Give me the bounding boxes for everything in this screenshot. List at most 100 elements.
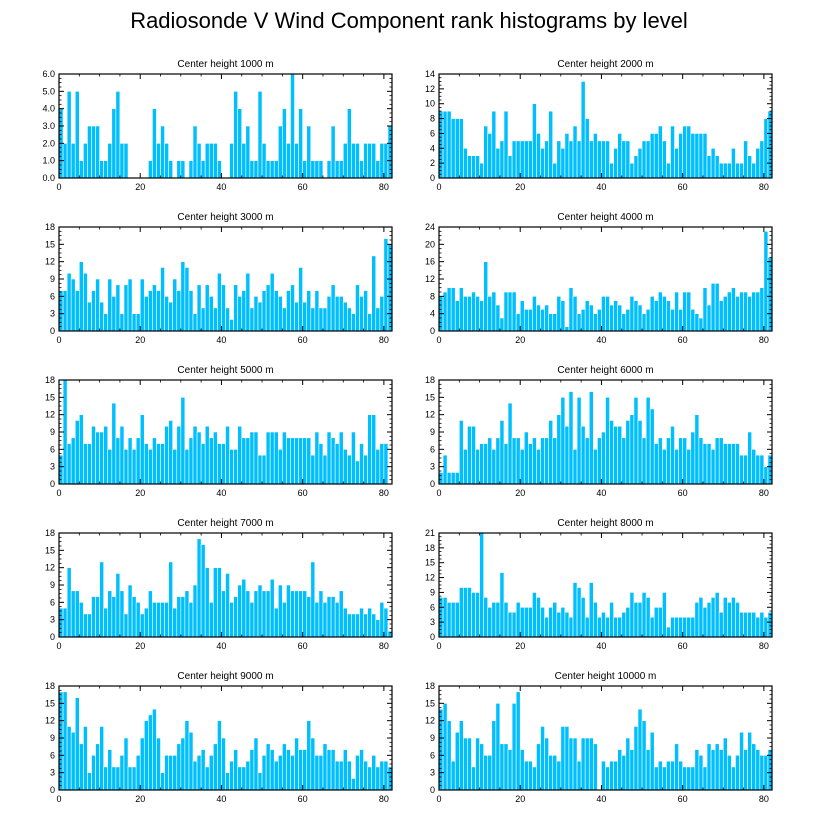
panel-7-bar bbox=[233, 596, 238, 638]
panel-9-bar bbox=[184, 720, 190, 791]
panel-9-bar bbox=[168, 755, 174, 791]
panel-10-bar bbox=[458, 720, 464, 791]
panel-5-bar bbox=[326, 431, 332, 485]
panel-1-bar bbox=[196, 143, 202, 179]
panel-5-xtick-label: 60 bbox=[298, 488, 308, 498]
panel-5-bar bbox=[119, 425, 125, 485]
panel-6-bar bbox=[438, 472, 444, 485]
panel-8-title: Center height 8000 m bbox=[557, 518, 653, 529]
panel-4-bar bbox=[690, 309, 696, 332]
panel-7-bar bbox=[213, 567, 218, 638]
panel-5-bar bbox=[221, 443, 226, 485]
panel-7-bar bbox=[180, 596, 186, 638]
panel-7-bar bbox=[156, 602, 161, 638]
panel-6-bar bbox=[454, 472, 460, 485]
panel-7-bar bbox=[249, 602, 255, 638]
panel-9-bar bbox=[196, 755, 202, 791]
panel-4-bar bbox=[678, 309, 683, 332]
panel-10-xtick-label: 20 bbox=[515, 794, 525, 804]
panel-1-bar bbox=[338, 160, 344, 179]
panel-4-bar bbox=[727, 291, 732, 332]
panel-8-bar bbox=[458, 587, 464, 638]
panel-10-ytick-label: 12 bbox=[425, 716, 435, 726]
panel-3-bar bbox=[375, 307, 381, 332]
panel-4-bar bbox=[735, 296, 740, 332]
panel-3-bar bbox=[359, 296, 364, 332]
panel-1-bar bbox=[302, 160, 308, 179]
panel-3-bar bbox=[322, 307, 328, 332]
panel-8-ytick-label: 21 bbox=[425, 528, 435, 538]
panel-8-bar bbox=[548, 606, 554, 638]
panel-4-bar bbox=[613, 300, 618, 332]
panel-7-bar bbox=[277, 584, 283, 638]
panel-1-bar bbox=[290, 73, 295, 179]
panel-8-ytick-label: 6 bbox=[430, 602, 435, 612]
panel-9-bar bbox=[342, 749, 348, 791]
panel-2-bar bbox=[727, 162, 732, 179]
panel-7-bar bbox=[87, 613, 92, 638]
panel-9-bar bbox=[330, 749, 336, 791]
panel-9-bar bbox=[359, 749, 364, 791]
panel-7-bar bbox=[363, 613, 368, 638]
panel-10-bar bbox=[438, 708, 444, 791]
panel-2-bar bbox=[528, 140, 533, 179]
panel-5-ytick-label: 12 bbox=[45, 410, 55, 420]
panel-1-bar bbox=[286, 143, 291, 179]
panel-6-bar bbox=[479, 443, 484, 485]
panel-10-bar bbox=[605, 766, 610, 791]
panel-10-bar bbox=[678, 760, 683, 791]
panel-2-bar bbox=[657, 125, 663, 179]
panel-9-bar bbox=[306, 720, 312, 791]
panel-6-bar bbox=[666, 437, 671, 485]
panel-8-ytick-label: 18 bbox=[425, 543, 435, 553]
panel-8-bar bbox=[690, 616, 696, 638]
panel-2-ytick-label: 10 bbox=[425, 99, 435, 109]
panel-7-bar bbox=[379, 602, 385, 638]
panel-5-bar bbox=[273, 431, 279, 485]
panel-3-bar bbox=[79, 261, 84, 332]
panel-7-bar bbox=[294, 590, 299, 638]
panel-7-bar bbox=[269, 578, 275, 638]
panel-6-bar bbox=[641, 437, 647, 485]
panel-2-bar bbox=[718, 162, 724, 179]
panel-9-bar bbox=[261, 755, 267, 791]
panel-2-ytick-label: 2 bbox=[430, 158, 435, 168]
panel-4-bar bbox=[747, 296, 752, 332]
panel-8-ytick-label: 3 bbox=[430, 617, 435, 627]
panel-10-bar bbox=[698, 755, 704, 791]
panel-3-bar bbox=[99, 301, 104, 332]
panel-3-bar bbox=[269, 272, 275, 332]
panel-5-bar bbox=[172, 449, 178, 485]
panel-3-bar bbox=[87, 301, 92, 332]
panel-2-bar bbox=[597, 140, 602, 179]
panel-10-bar bbox=[747, 731, 752, 791]
panel-6-bar bbox=[523, 431, 529, 485]
panel-10-bar bbox=[580, 737, 586, 791]
panel-10-bar bbox=[503, 743, 509, 791]
panel-2-bar bbox=[621, 140, 627, 179]
panel-1-bar bbox=[359, 160, 364, 179]
panel-6-bar bbox=[548, 420, 554, 485]
panel-9-bar bbox=[148, 714, 153, 791]
panel-10-bar bbox=[735, 755, 740, 791]
panel-8-bar bbox=[467, 587, 472, 638]
panel-2-xtick-label: 40 bbox=[596, 182, 606, 192]
panel-3-ytick-label: 6 bbox=[50, 291, 55, 301]
panel-1-bar bbox=[298, 108, 303, 179]
panel-3-bar bbox=[135, 313, 141, 332]
panel-8-ytick-label: 12 bbox=[425, 573, 435, 583]
panel-5-bar bbox=[200, 443, 206, 485]
panel-10-title: Center height 10000 m bbox=[555, 671, 657, 682]
panel-6-bar bbox=[706, 443, 712, 485]
panel-8-bar bbox=[621, 611, 627, 638]
panel-4-bar bbox=[763, 231, 769, 332]
panel-9-bar bbox=[70, 731, 76, 791]
panel-2-bar bbox=[706, 155, 712, 179]
panel-7-bar bbox=[306, 596, 312, 638]
panel-4-ytick-label: 16 bbox=[425, 257, 435, 267]
panel-4-xtick-label: 40 bbox=[596, 335, 606, 345]
panel-10-bar bbox=[483, 755, 489, 791]
panel-4-bar bbox=[528, 309, 533, 332]
panel-8-bar bbox=[503, 602, 509, 638]
panel-6-bar bbox=[731, 443, 736, 485]
